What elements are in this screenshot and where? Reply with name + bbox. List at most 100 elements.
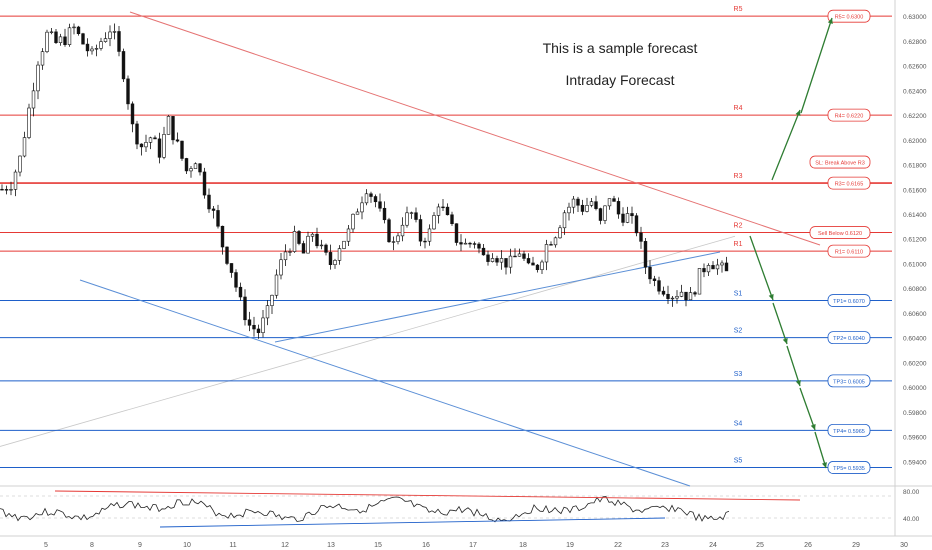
candle-body	[346, 228, 351, 242]
level-box-label: R5= 0.6300	[835, 15, 864, 21]
candle	[265, 300, 270, 326]
level-box	[827, 423, 871, 437]
candle	[441, 198, 445, 212]
candle-body	[94, 48, 99, 50]
uptrend-line	[274, 251, 721, 343]
candle	[616, 197, 621, 219]
forecast-note: This is a sample forecast	[542, 40, 698, 56]
candle-body	[157, 138, 162, 158]
candle-body	[472, 243, 477, 245]
level-box	[827, 176, 871, 190]
candle-body	[630, 213, 634, 217]
level-box	[827, 374, 871, 388]
candle-body	[166, 116, 171, 135]
up-arrow-2	[800, 17, 833, 114]
y-tick-label: 0.59400	[903, 459, 927, 466]
forecast-subtitle: Intraday Forecast	[565, 72, 675, 88]
down-arrow-5	[814, 431, 827, 469]
y-tick-label: 0.59600	[903, 435, 927, 442]
rsi-line	[0, 496, 730, 523]
candle-body	[216, 210, 220, 227]
candle-body	[540, 261, 544, 271]
candle	[324, 243, 328, 256]
candle	[139, 143, 144, 156]
candle-body	[31, 90, 36, 109]
candle	[81, 32, 85, 45]
candle	[661, 286, 666, 297]
candle	[517, 248, 522, 257]
level-box	[827, 244, 871, 258]
x-tick-label: 29	[852, 542, 860, 549]
candle-body	[454, 223, 459, 243]
candle-body	[720, 262, 724, 266]
candle-body	[405, 212, 409, 226]
candle-body	[612, 198, 616, 202]
candle	[310, 232, 315, 242]
candle	[288, 248, 292, 256]
candles	[0, 23, 729, 339]
candle-body	[328, 252, 333, 265]
candle-body	[315, 233, 319, 247]
down-arrow-1-head	[768, 294, 774, 300]
candle	[648, 260, 652, 284]
y-tick-label: 0.62800	[903, 39, 927, 46]
candle-body	[135, 123, 139, 145]
candle-body	[544, 244, 549, 263]
x-tick-label: 12	[281, 542, 289, 549]
candle	[0, 184, 4, 191]
level-box-label: R1= 0.6110	[835, 250, 863, 256]
x-tick-label: 9	[138, 542, 142, 549]
candle	[666, 285, 670, 305]
candle	[481, 243, 486, 256]
candle-body	[252, 324, 256, 330]
candle	[94, 44, 99, 57]
level-box-label: TP4= 0.5965	[833, 429, 865, 435]
candle	[162, 126, 166, 160]
candle	[108, 25, 112, 47]
candle-body	[643, 241, 648, 268]
candle	[711, 261, 715, 270]
candle	[369, 191, 373, 203]
candle-body	[67, 27, 72, 45]
candle	[670, 296, 675, 307]
candle	[333, 258, 337, 269]
y-tick-label: 0.62400	[903, 88, 927, 95]
candle-body	[486, 254, 490, 262]
candle-body	[378, 201, 382, 209]
level-box-label: R3= 0.6165	[835, 182, 864, 188]
candle-body	[504, 258, 508, 268]
candle-body	[283, 251, 288, 261]
candle-body	[310, 233, 315, 237]
support-trend-line	[79, 279, 691, 487]
x-tick-label: 24	[709, 542, 717, 549]
candle	[130, 101, 135, 133]
candle-body	[117, 31, 121, 52]
candle-body	[355, 211, 360, 215]
candle-body	[211, 208, 216, 211]
candle	[90, 46, 94, 55]
level-label: S3	[734, 371, 743, 378]
candle-body	[522, 253, 526, 259]
candle-body	[391, 241, 396, 243]
candle-body	[625, 213, 630, 223]
candle	[256, 324, 261, 339]
candle-body	[207, 194, 211, 210]
candle-body	[549, 244, 553, 246]
candle-body	[0, 188, 4, 191]
candle	[477, 242, 481, 254]
candle	[472, 241, 477, 249]
rsi-resistance-line	[54, 490, 801, 501]
candle-body	[130, 103, 135, 125]
candle-body	[49, 31, 54, 33]
candle	[301, 240, 306, 254]
downtrend-line	[129, 11, 821, 246]
candle-body	[220, 225, 225, 248]
candle	[135, 120, 139, 150]
level-box-label: TP5= 0.5935	[833, 466, 865, 472]
note-box-label: Sell Below 0.6120	[818, 231, 862, 237]
rsi-tick-label: 40.00	[903, 516, 920, 523]
candle	[220, 225, 225, 255]
candle-body	[598, 208, 603, 221]
candle-body	[508, 255, 513, 268]
candle-body	[724, 262, 729, 272]
